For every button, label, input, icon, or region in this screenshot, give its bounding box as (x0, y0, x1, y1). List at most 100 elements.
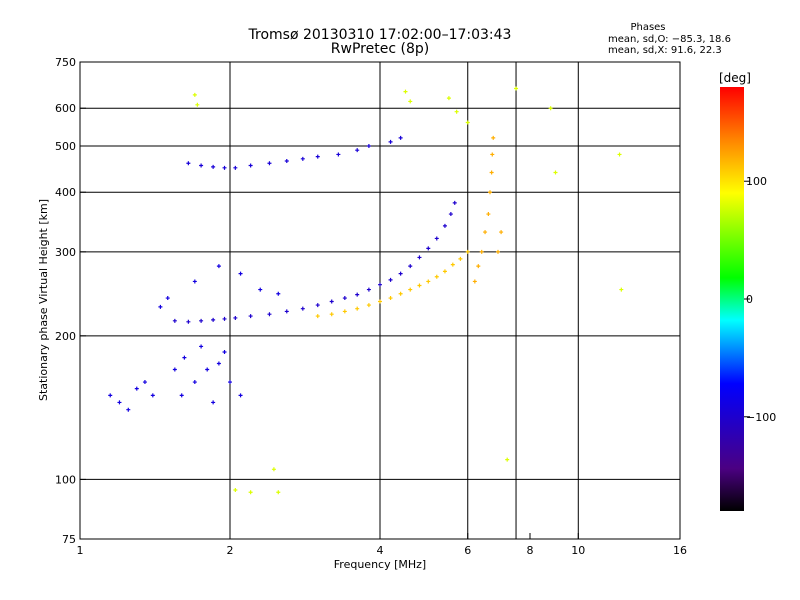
data-point (329, 299, 334, 304)
data-point (179, 393, 184, 398)
data-point (465, 120, 470, 125)
data-point (442, 223, 447, 228)
data-point (548, 106, 553, 111)
data-point (271, 467, 276, 472)
y-tick-label: 200 (55, 330, 76, 343)
data-point (336, 152, 341, 157)
data-point (450, 262, 455, 267)
chart-title-block: Tromsø 20130310 17:02:00–17:03:43 RwPret… (248, 27, 512, 57)
data-point (211, 317, 216, 322)
data-point (495, 249, 500, 254)
grid-lines (80, 62, 680, 539)
data-point (276, 490, 281, 495)
data-point (472, 279, 477, 284)
data-point (553, 170, 558, 175)
data-point (476, 264, 481, 269)
data-point (158, 304, 163, 309)
x-tick-label: 1 (77, 544, 84, 557)
stats-line-o: mean, sd,O: −85.3, 18.6 (608, 34, 731, 45)
x-tick-label: 8 (527, 544, 534, 557)
data-point (205, 367, 210, 372)
data-point (182, 355, 187, 360)
data-point (434, 274, 439, 279)
data-point (490, 152, 495, 157)
x-tick-label: 10 (571, 544, 585, 557)
data-point (355, 148, 360, 153)
data-point (142, 380, 147, 385)
data-point (355, 292, 360, 297)
data-point (479, 249, 484, 254)
x-tick-label: 4 (377, 544, 384, 557)
data-point (408, 264, 413, 269)
data-point (417, 283, 422, 288)
data-point (222, 349, 227, 354)
y-tick-label: 100 (55, 473, 76, 486)
data-point (499, 230, 504, 235)
data-point (448, 212, 453, 217)
data-point (465, 249, 470, 254)
data-point (378, 299, 382, 304)
y-axis: 75 100 200 300 400 500 600 750 (55, 56, 86, 546)
data-point (486, 212, 491, 217)
data-point (617, 152, 622, 157)
data-point (195, 102, 200, 107)
data-point (216, 264, 221, 269)
x-tick-label: 2 (227, 544, 234, 557)
data-point (165, 296, 170, 301)
data-point (284, 159, 289, 164)
data-point (417, 255, 422, 260)
data-point (300, 306, 305, 311)
data-point (233, 488, 238, 493)
data-point (483, 230, 488, 235)
data-point (233, 315, 238, 320)
data-point (489, 170, 494, 175)
data-point (491, 135, 496, 140)
data-point (186, 161, 191, 166)
data-point (199, 163, 204, 168)
colorbar: [deg] 100 0 −100 (719, 71, 776, 511)
stats-heading: Phases (630, 22, 665, 33)
chart-subtitle: RwPretec (8p) (331, 41, 429, 57)
data-point (454, 109, 459, 114)
data-point (342, 309, 347, 314)
data-point (505, 457, 510, 462)
data-point (403, 89, 408, 94)
data-point (117, 400, 122, 405)
data-point (211, 164, 216, 169)
y-tick-label: 500 (55, 140, 76, 153)
colorbar-ticks: 100 0 −100 (744, 175, 776, 424)
data-point (284, 309, 289, 314)
chart-title: Tromsø 20130310 17:02:00–17:03:43 (248, 27, 512, 43)
x-tick-label: 16 (673, 544, 687, 557)
data-point (108, 393, 113, 398)
data-point (248, 314, 253, 319)
data-point (426, 279, 431, 284)
data-point (488, 190, 493, 195)
data-point (199, 318, 204, 323)
data-point (248, 163, 253, 168)
y-tick-label: 300 (55, 246, 76, 259)
data-point (366, 287, 371, 292)
data-point (126, 407, 131, 412)
data-point (172, 367, 177, 372)
data-points (108, 86, 624, 495)
data-point (408, 287, 413, 292)
data-point (216, 361, 221, 366)
x-axis: 1 2 4 6 8 10 16 (77, 533, 687, 557)
data-point (315, 154, 320, 159)
data-point (366, 303, 371, 308)
colorbar-label: [deg] (719, 71, 751, 85)
colorbar-tick-label: 100 (746, 175, 767, 188)
data-point (388, 139, 393, 144)
data-point (228, 380, 232, 385)
data-point (300, 156, 305, 161)
data-point (192, 92, 197, 97)
colorbar-tick-label: −100 (746, 411, 776, 424)
x-axis-label: Frequency [MHz] (334, 558, 426, 571)
data-point (172, 318, 177, 323)
data-point (355, 306, 360, 311)
y-axis-label: Stationary phase Virtual Height [km] (37, 199, 50, 401)
data-point (192, 279, 197, 284)
data-point (408, 99, 413, 104)
data-point (258, 287, 263, 292)
